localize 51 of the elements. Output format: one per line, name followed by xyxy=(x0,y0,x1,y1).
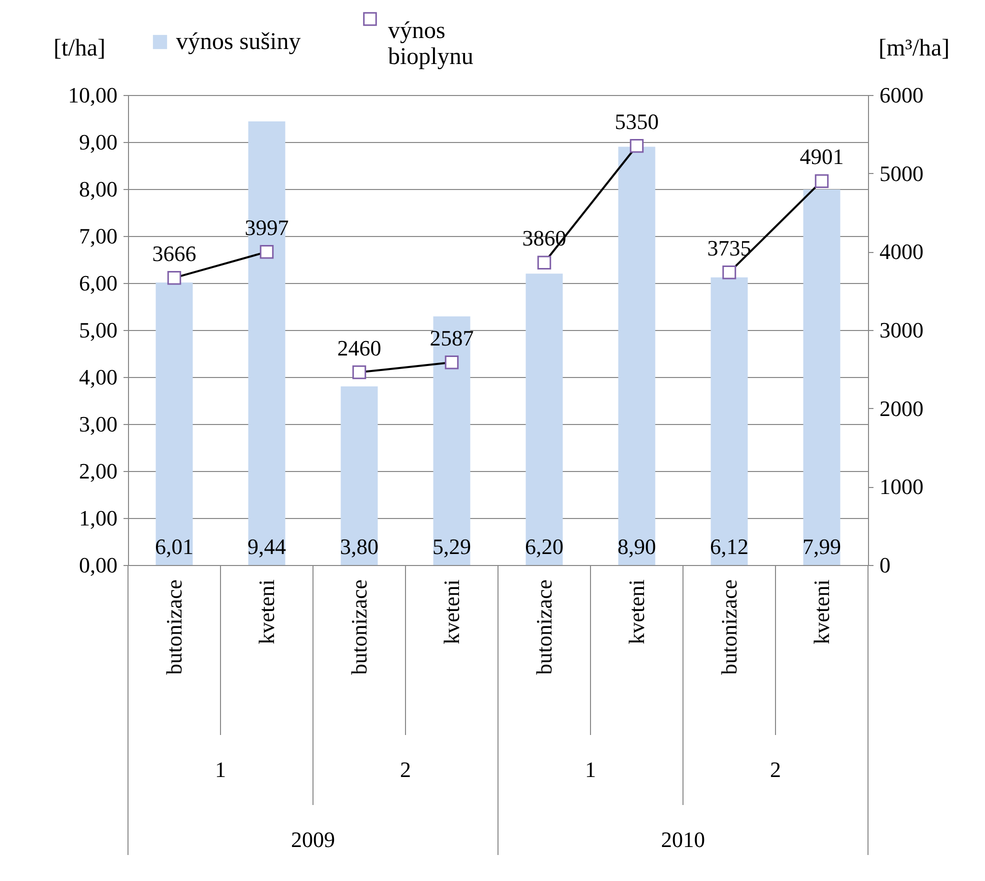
x-tick-label: kveteni xyxy=(438,580,464,644)
data-label: 5,29 xyxy=(432,534,471,559)
data-label: 7,99 xyxy=(802,534,841,559)
x-tick-label: kveteni xyxy=(624,580,649,644)
text: 2010 xyxy=(661,827,705,852)
y-tick-label: 5,00 xyxy=(79,318,118,342)
y-tick-label: 1,00 xyxy=(79,506,118,530)
y-tick-label: 7,00 xyxy=(79,224,118,248)
y2-tick-label: 0 xyxy=(880,552,890,578)
text: 1 xyxy=(585,757,596,782)
y-tick-label: 9,00 xyxy=(79,130,118,154)
y-tick-label: 6,00 xyxy=(79,270,118,296)
y2-tick-label: 5000 xyxy=(880,160,924,186)
y-tick-label: 10,00 xyxy=(68,82,118,108)
y-tick-label: 3,00 xyxy=(79,412,118,436)
text: 2 xyxy=(400,757,411,782)
y-tick-label: 0,00 xyxy=(79,552,118,578)
x-tick-label: kveteni xyxy=(808,580,834,644)
y2-axis-title: [m³/ha] xyxy=(878,36,950,62)
data-label: 3997 xyxy=(244,214,289,240)
x-tick-label: kveteni xyxy=(254,580,279,644)
y2-tick-label: 2000 xyxy=(880,396,924,421)
data-label: 3735 xyxy=(707,235,752,260)
data-label: 5350 xyxy=(614,108,659,134)
data-label: 2460 xyxy=(337,335,382,360)
y-tick-label: 4,00 xyxy=(79,364,118,390)
y2-tick-label: 4000 xyxy=(880,239,924,264)
y-axis-title: [t/ha] xyxy=(54,36,106,62)
text: 2 xyxy=(770,757,781,782)
y-tick-label: 2,00 xyxy=(79,458,118,484)
text: 1 xyxy=(215,757,226,782)
x-tick-label: butonizace xyxy=(346,580,372,675)
data-label: 6,12 xyxy=(710,534,748,559)
y2-tick-label: 6000 xyxy=(880,82,924,108)
y2-tick-label: 1000 xyxy=(880,474,924,500)
data-label: 6,01 xyxy=(155,534,194,559)
legend-label: výnos sušiny xyxy=(176,29,301,55)
data-label: 8,90 xyxy=(618,534,656,559)
data-label: 6,20 xyxy=(525,534,564,559)
legend-label: výnos bioplynu xyxy=(388,18,474,70)
x-tick-label: butonizace xyxy=(716,580,742,675)
y-tick-label: 8,00 xyxy=(79,176,118,202)
x-tick-label: butonizace xyxy=(161,580,186,675)
data-label: 9,44 xyxy=(248,534,286,559)
x-tick-label: butonizace xyxy=(531,580,556,675)
y2-tick-label: 3000 xyxy=(880,318,924,342)
text: 2009 xyxy=(291,827,335,852)
data-label: 3666 xyxy=(152,240,196,266)
data-label: 3,80 xyxy=(340,534,378,559)
data-label: 4901 xyxy=(800,144,844,170)
data-label: 2587 xyxy=(430,325,474,350)
